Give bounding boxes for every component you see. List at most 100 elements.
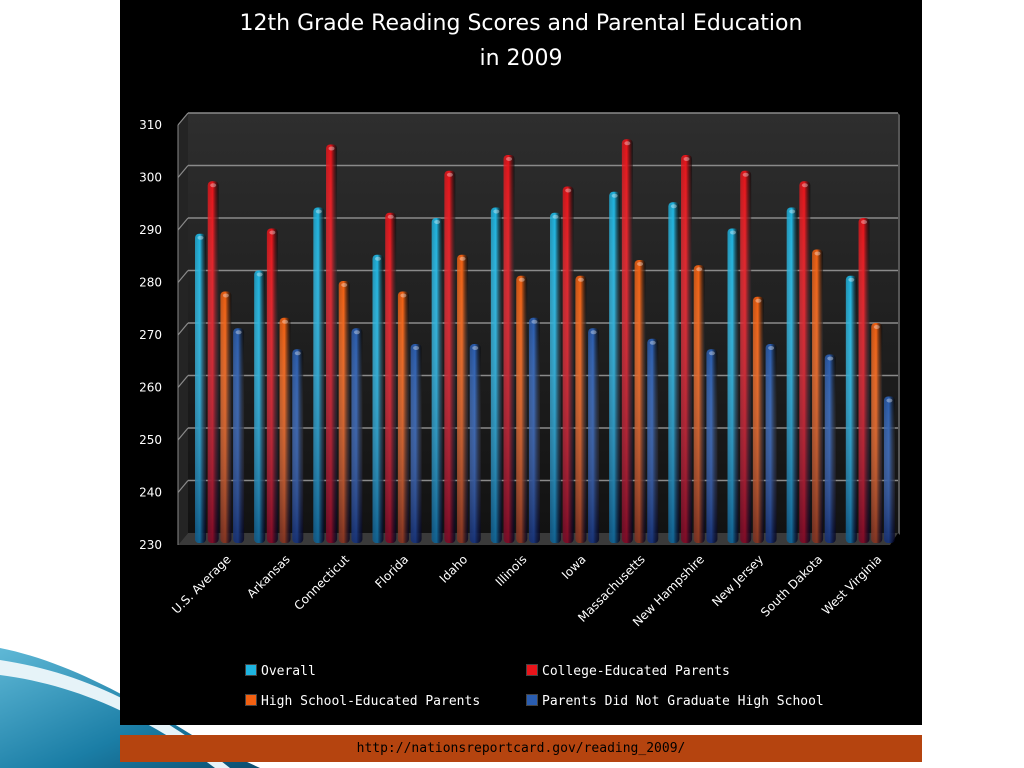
bar-highlight <box>742 172 749 177</box>
bar-highlight <box>611 193 618 198</box>
x-tick-label-florida: Florida <box>372 552 411 591</box>
source-link[interactable]: http://nationsreportcard.gov/reading_200… <box>356 741 686 756</box>
bar-shade <box>266 228 278 543</box>
legend-label-college: College-Educated Parents <box>542 664 730 679</box>
bar-highlight <box>683 157 690 161</box>
legend-item-college: College-Educated Parents <box>526 663 730 681</box>
x-tick-label-south-dakota: South Dakota <box>758 552 825 619</box>
bar-shade <box>431 218 443 543</box>
y-tick-label: 250 <box>139 433 162 447</box>
bar-shade <box>385 212 397 543</box>
grid-lines <box>177 112 898 493</box>
bar-shade <box>550 212 561 543</box>
bar-shade <box>397 291 409 543</box>
bar-highlight <box>768 346 775 350</box>
x-tick-label-arkansas: Arkansas <box>244 552 293 601</box>
bar-highlight <box>459 256 466 261</box>
x-tick-label-new-jersey: New Jersey <box>709 552 766 609</box>
bar-shade <box>207 181 219 543</box>
bar-shade <box>727 228 739 543</box>
bar-highlight <box>755 298 762 303</box>
y-tick-label: 280 <box>139 276 162 290</box>
bars <box>195 139 895 543</box>
grid-line-side <box>177 322 189 336</box>
bar-highlight <box>235 330 242 335</box>
y-tick-label: 270 <box>139 328 162 342</box>
bar-highlight <box>256 272 263 277</box>
bar-shade <box>292 349 304 543</box>
bar-highlight <box>413 346 420 350</box>
x-tick-label-iowa: Iowa <box>559 552 589 582</box>
plot-wall-right <box>898 113 900 535</box>
bar-shade <box>883 396 895 543</box>
bar-shade <box>444 170 456 543</box>
bar-highlight <box>328 146 335 151</box>
grid-line-side <box>177 270 189 283</box>
bar-shade <box>528 317 540 543</box>
bar-highlight <box>552 214 559 219</box>
bar-highlight <box>375 256 381 261</box>
bar-highlight <box>531 319 538 324</box>
bar-shade <box>516 275 528 543</box>
y-tick-label: 230 <box>139 538 162 552</box>
legend-item-high-school: High School-Educated Parents <box>245 693 480 711</box>
grid-line-side <box>177 112 189 126</box>
bar-shade <box>871 323 883 543</box>
bar-highlight <box>873 325 880 329</box>
bar-shade <box>588 328 600 543</box>
bar-highlight <box>708 351 715 356</box>
bar-highlight <box>518 277 525 282</box>
bar-highlight <box>827 356 834 361</box>
bar-highlight <box>294 351 301 356</box>
bar-shade <box>858 218 870 543</box>
bar-shade <box>752 296 764 543</box>
bar-highlight <box>814 251 821 256</box>
bar-shade <box>681 155 693 543</box>
bar-shade <box>845 275 857 543</box>
grid-line-side <box>177 375 189 388</box>
legend-item-no-high-school: Parents Did Not Graduate High School <box>526 693 824 711</box>
bar-highlight <box>590 330 597 335</box>
bar-highlight <box>282 319 289 324</box>
bar-shade <box>647 338 659 543</box>
bar-highlight <box>670 204 677 209</box>
bar-highlight <box>506 157 513 161</box>
y-tick-label: 260 <box>139 381 162 395</box>
legend-item-overall: Overall <box>245 663 316 681</box>
bar-shade <box>351 328 363 543</box>
legend-swatch-college <box>526 664 538 676</box>
bar-highlight <box>387 214 394 219</box>
bar-shade <box>503 155 515 543</box>
y-axis: 230 240 250 260 270 280 290 300 310 <box>139 118 179 552</box>
bar-shade <box>799 181 811 543</box>
bar-highlight <box>315 209 322 214</box>
y-tick-label: 290 <box>139 223 162 237</box>
bar-highlight <box>730 230 736 235</box>
bar-highlight <box>197 235 204 240</box>
bar-shade <box>786 207 798 543</box>
bar-highlight <box>565 188 572 193</box>
bar-highlight <box>886 398 893 403</box>
legend-label-no-high-school: Parents Did Not Graduate High School <box>542 694 824 709</box>
chart-panel: 12th Grade Reading Scores and Parental E… <box>120 0 922 725</box>
bar-chart: 230 240 250 260 270 280 290 300 310 U.S. Average… <box>139 112 900 629</box>
grid-line-side <box>177 165 189 178</box>
x-tick-label-idaho: Idaho <box>437 552 471 586</box>
source-bar: http://nationsreportcard.gov/reading_200… <box>120 735 922 762</box>
bar-shade <box>490 207 502 543</box>
bar-shade <box>326 144 338 543</box>
bar-shade <box>740 170 752 543</box>
legend: Overall College-Educated Parents High Sc… <box>120 660 922 720</box>
bar-shade <box>609 191 621 543</box>
legend-label-overall: Overall <box>261 664 316 679</box>
bar-shade <box>562 186 574 543</box>
legend-swatch-overall <box>245 664 257 676</box>
y-tick-label: 310 <box>139 118 162 132</box>
bar-highlight <box>434 220 441 224</box>
bar-highlight <box>637 262 644 266</box>
bar-highlight <box>789 209 796 214</box>
bar-highlight <box>624 141 631 146</box>
bar-highlight <box>649 340 656 345</box>
legend-label-high-school: High School-Educated Parents <box>261 694 481 709</box>
